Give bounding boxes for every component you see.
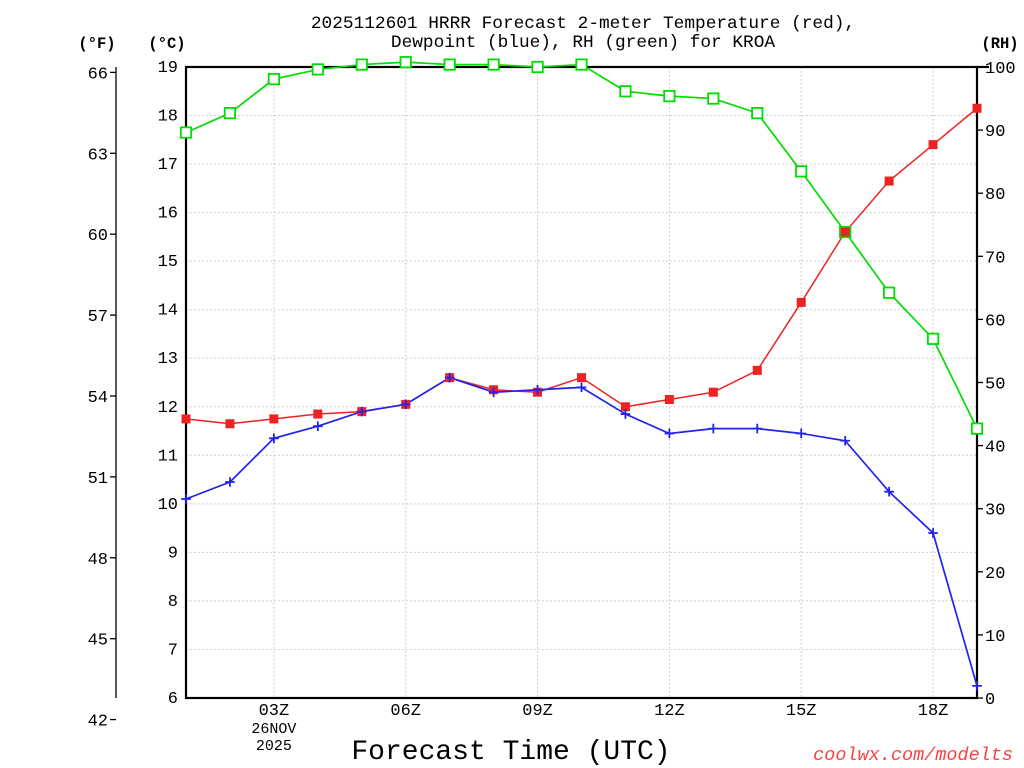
svg-text:(°F): (°F) bbox=[78, 35, 115, 53]
svg-text:66: 66 bbox=[88, 65, 108, 84]
svg-text:40: 40 bbox=[985, 439, 1005, 458]
svg-text:12Z: 12Z bbox=[654, 702, 685, 721]
svg-text:10: 10 bbox=[158, 496, 178, 515]
svg-text:17: 17 bbox=[158, 156, 178, 175]
svg-text:30: 30 bbox=[985, 502, 1005, 521]
svg-text:8: 8 bbox=[168, 593, 178, 612]
svg-text:15: 15 bbox=[158, 253, 178, 272]
svg-text:7: 7 bbox=[168, 641, 178, 660]
svg-text:57: 57 bbox=[88, 308, 108, 327]
svg-text:48: 48 bbox=[88, 551, 108, 570]
svg-text:15Z: 15Z bbox=[786, 702, 817, 721]
svg-text:50: 50 bbox=[985, 376, 1005, 395]
svg-text:60: 60 bbox=[88, 227, 108, 246]
svg-text:18Z: 18Z bbox=[918, 702, 949, 721]
svg-text:60: 60 bbox=[985, 312, 1005, 331]
svg-text:10: 10 bbox=[985, 628, 1005, 647]
svg-text:80: 80 bbox=[985, 186, 1005, 205]
svg-text:51: 51 bbox=[88, 470, 108, 489]
svg-text:0: 0 bbox=[985, 691, 995, 710]
svg-text:9: 9 bbox=[168, 544, 178, 563]
svg-text:(RH): (RH) bbox=[981, 35, 1018, 53]
svg-text:2025112601 HRRR Forecast 2-met: 2025112601 HRRR Forecast 2-meter Tempera… bbox=[311, 14, 855, 34]
svg-text:coolwx.com/modelts: coolwx.com/modelts bbox=[813, 745, 1013, 766]
svg-text:18: 18 bbox=[158, 108, 178, 127]
svg-text:Forecast Time (UTC): Forecast Time (UTC) bbox=[351, 737, 670, 768]
svg-text:90: 90 bbox=[985, 123, 1005, 142]
svg-text:16: 16 bbox=[158, 205, 178, 224]
svg-text:11: 11 bbox=[158, 447, 178, 466]
svg-text:63: 63 bbox=[88, 146, 108, 165]
svg-text:(°C): (°C) bbox=[148, 35, 185, 53]
svg-text:19: 19 bbox=[158, 59, 178, 78]
svg-text:13: 13 bbox=[158, 350, 178, 369]
svg-text:45: 45 bbox=[88, 632, 108, 651]
svg-text:70: 70 bbox=[985, 249, 1005, 268]
svg-text:26NOV: 26NOV bbox=[251, 721, 296, 738]
svg-text:09Z: 09Z bbox=[522, 702, 553, 721]
svg-text:42: 42 bbox=[88, 713, 108, 732]
svg-text:100: 100 bbox=[985, 60, 1016, 79]
svg-text:12: 12 bbox=[158, 399, 178, 418]
svg-text:54: 54 bbox=[88, 389, 108, 408]
svg-text:Dewpoint (blue), RH (green) fo: Dewpoint (blue), RH (green) for KROA bbox=[391, 33, 775, 53]
svg-text:6: 6 bbox=[168, 690, 178, 709]
svg-text:2025: 2025 bbox=[256, 738, 292, 755]
svg-text:06Z: 06Z bbox=[390, 702, 421, 721]
svg-text:14: 14 bbox=[158, 302, 178, 321]
svg-text:20: 20 bbox=[985, 565, 1005, 584]
svg-text:03Z: 03Z bbox=[259, 702, 290, 721]
